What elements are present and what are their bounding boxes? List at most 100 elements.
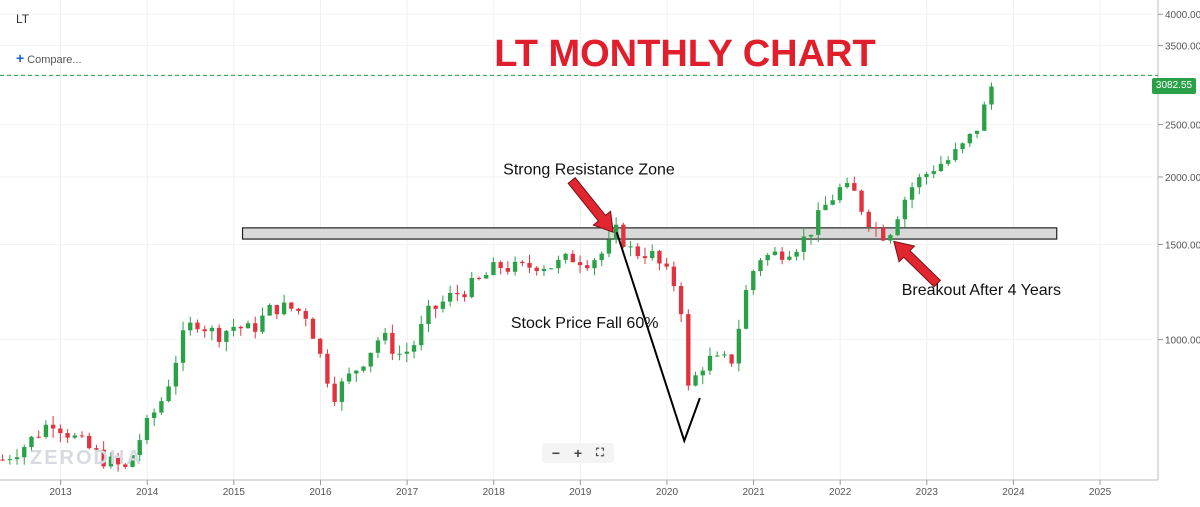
candle bbox=[751, 271, 756, 291]
candle bbox=[808, 234, 814, 237]
candle bbox=[541, 268, 547, 272]
candle bbox=[715, 355, 720, 357]
candle bbox=[693, 375, 698, 386]
candle bbox=[123, 464, 128, 467]
x-tick-label: 2020 bbox=[656, 487, 679, 498]
candle bbox=[43, 424, 49, 437]
candle bbox=[592, 260, 597, 269]
candle bbox=[368, 352, 373, 367]
candle bbox=[310, 318, 316, 339]
candle bbox=[354, 370, 359, 374]
candle bbox=[245, 323, 251, 329]
candle bbox=[736, 328, 742, 364]
candle bbox=[87, 435, 92, 449]
candle bbox=[801, 236, 806, 252]
candle bbox=[274, 304, 280, 315]
x-tick-label: 2016 bbox=[309, 487, 332, 498]
zoom-out-button[interactable]: − bbox=[551, 445, 561, 461]
candle bbox=[498, 262, 503, 269]
candle bbox=[585, 265, 590, 269]
symbol-label: LT bbox=[16, 12, 30, 26]
candle bbox=[281, 302, 287, 315]
x-tick-label: 2023 bbox=[916, 487, 939, 498]
annotation-text: Strong Resistance Zone bbox=[503, 162, 675, 179]
compare-button[interactable]: + Compare... bbox=[16, 50, 82, 66]
candle bbox=[209, 327, 215, 332]
x-tick-label: 2024 bbox=[1002, 487, 1025, 498]
candle bbox=[606, 239, 612, 254]
candle bbox=[931, 171, 936, 174]
candle bbox=[794, 251, 799, 257]
candle bbox=[296, 308, 301, 312]
candle bbox=[325, 353, 330, 384]
candle bbox=[397, 353, 402, 355]
candle bbox=[419, 324, 424, 346]
candle bbox=[974, 130, 980, 134]
candle bbox=[917, 177, 922, 188]
candle bbox=[253, 323, 258, 332]
candle bbox=[303, 311, 308, 319]
candle bbox=[700, 370, 705, 376]
candle bbox=[216, 327, 222, 342]
candle bbox=[339, 381, 345, 402]
x-tick-label: 2015 bbox=[223, 487, 246, 498]
candle bbox=[743, 290, 749, 329]
candle bbox=[765, 254, 770, 261]
last-price-tag: 3082.55 bbox=[1152, 78, 1196, 94]
candle bbox=[642, 256, 648, 259]
candle bbox=[671, 266, 677, 287]
fullscreen-button[interactable]: ⛶ bbox=[596, 447, 604, 459]
candle bbox=[231, 326, 236, 331]
y-tick-label: 3500.00 bbox=[1165, 42, 1200, 53]
plus-icon: + bbox=[16, 50, 25, 66]
candle bbox=[72, 435, 77, 438]
candle bbox=[440, 301, 446, 309]
x-tick-label: 2022 bbox=[829, 487, 852, 498]
candle bbox=[570, 253, 575, 263]
candle bbox=[260, 315, 265, 332]
candle bbox=[455, 292, 460, 295]
candle bbox=[50, 424, 56, 429]
candle bbox=[166, 386, 171, 402]
watermark: ZERODHA bbox=[30, 447, 143, 469]
candle bbox=[375, 340, 381, 353]
candle bbox=[520, 261, 525, 264]
candle bbox=[837, 187, 843, 201]
chart-title: LT MONTHLY CHART bbox=[494, 33, 875, 75]
candle bbox=[115, 456, 121, 465]
fall-line bbox=[615, 231, 701, 444]
candle bbox=[462, 294, 467, 298]
candle bbox=[7, 459, 12, 461]
resistance-zone bbox=[241, 227, 1058, 240]
candle bbox=[65, 433, 70, 438]
candle bbox=[678, 286, 684, 315]
candle bbox=[779, 251, 785, 260]
candle bbox=[895, 219, 900, 236]
candle bbox=[101, 449, 106, 467]
candle bbox=[180, 330, 186, 363]
candle bbox=[469, 277, 474, 298]
candle bbox=[960, 143, 965, 150]
candle bbox=[844, 183, 850, 188]
candle bbox=[621, 224, 626, 247]
candle bbox=[202, 329, 207, 332]
candle bbox=[484, 275, 489, 279]
candle bbox=[953, 149, 958, 161]
candle bbox=[967, 133, 972, 144]
y-tick-label: 1000.00 bbox=[1165, 336, 1200, 347]
candle bbox=[447, 292, 453, 302]
candle bbox=[938, 163, 944, 172]
zoom-in-button[interactable]: + bbox=[573, 445, 583, 461]
y-tick-label: 1500.00 bbox=[1165, 240, 1200, 251]
candle bbox=[79, 435, 85, 437]
candle bbox=[787, 256, 792, 260]
candle bbox=[505, 268, 511, 272]
candle bbox=[173, 362, 178, 387]
candle bbox=[361, 366, 366, 371]
candle bbox=[289, 302, 294, 309]
candle bbox=[873, 227, 879, 229]
candle bbox=[346, 373, 352, 382]
candle bbox=[36, 436, 41, 438]
candle bbox=[686, 314, 691, 386]
